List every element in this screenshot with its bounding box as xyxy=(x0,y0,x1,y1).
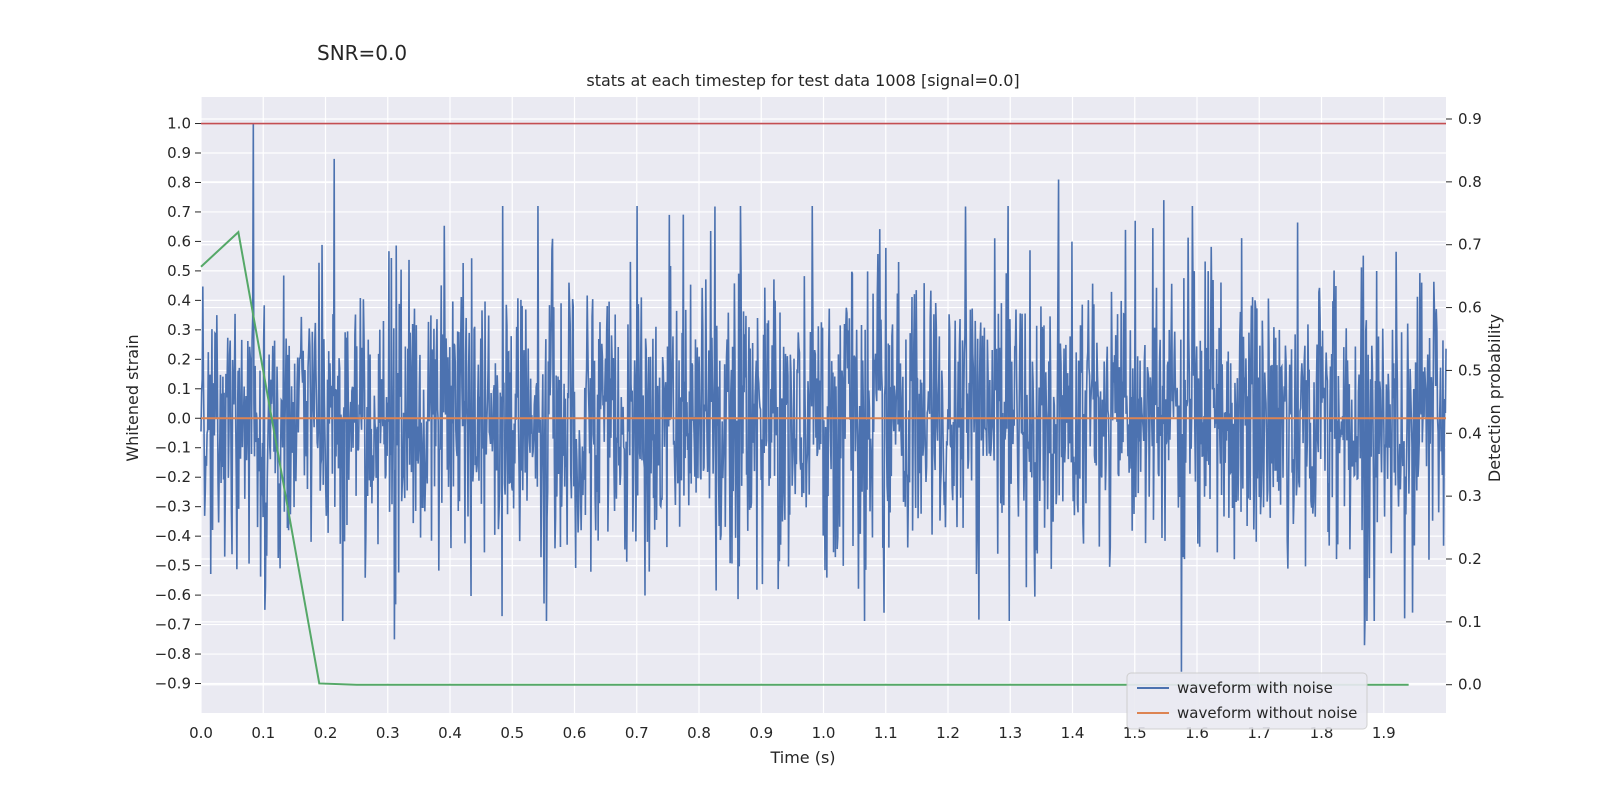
y-tick-label: 0.0 xyxy=(167,409,191,427)
legend-entry-label: waveform with noise xyxy=(1177,679,1333,697)
x-tick-label: 1.0 xyxy=(812,724,836,742)
y-right-tick-label: 0.1 xyxy=(1458,613,1482,631)
legend: waveform with noise waveform without nois… xyxy=(1126,672,1368,730)
x-tick-label: 1.1 xyxy=(874,724,898,742)
x-tick-label: 0.3 xyxy=(376,724,400,742)
y-right-tick-label: 0.0 xyxy=(1458,676,1482,694)
y-right-tick-label: 0.9 xyxy=(1458,110,1482,128)
x-tick-label: 0.4 xyxy=(438,724,462,742)
y-tick-label: −0.5 xyxy=(155,557,191,575)
x-tick-label: 1.4 xyxy=(1061,724,1085,742)
y-tick-label: 0.5 xyxy=(167,262,191,280)
y-right-tick-label: 0.4 xyxy=(1458,424,1482,442)
y-tick-label: 1.0 xyxy=(167,115,191,133)
x-axis-label: Time (s) xyxy=(769,748,835,767)
y-tick-label: 0.7 xyxy=(167,203,191,221)
x-tick-label: 0.7 xyxy=(625,724,649,742)
y-tick-label: −0.4 xyxy=(155,527,191,545)
x-tick-label: 1.9 xyxy=(1372,724,1396,742)
waveform-with-noise-line xyxy=(200,123,1447,672)
series-layer xyxy=(200,122,1447,686)
grid xyxy=(200,97,1446,713)
y-tick-label: −0.9 xyxy=(155,675,191,693)
y-tick-label: 0.4 xyxy=(167,291,191,309)
x-tick-label: 0.5 xyxy=(500,724,524,742)
y-right-tick-label: 0.8 xyxy=(1458,173,1482,191)
y-axis-right-label: Detection probability xyxy=(1485,314,1504,482)
x-tick-label: 0.8 xyxy=(687,724,711,742)
chart-title: stats at each timestep for test data 100… xyxy=(586,71,1019,90)
detection-probability-line xyxy=(200,230,1409,686)
y-tick-label: −0.2 xyxy=(155,468,191,486)
tick-labels: 0.0 0.1 0.2 0.3 0.4 0.5 0.6 0.7 0.8 0.9 1.0 1.1 1.2 1… xyxy=(155,110,1482,742)
y-right-tick-label: 0.3 xyxy=(1458,487,1482,505)
x-tick-label: 0.1 xyxy=(251,724,275,742)
legend-entry-label: waveform without noise xyxy=(1177,704,1357,722)
x-tick-label: 0.2 xyxy=(314,724,338,742)
x-tick-label: 0.6 xyxy=(563,724,587,742)
y-tick-label: −0.3 xyxy=(155,498,191,516)
y-tick-label: 0.6 xyxy=(167,232,191,250)
y-right-tick-label: 0.2 xyxy=(1458,550,1482,568)
y-tick-label: −0.1 xyxy=(155,439,191,457)
x-tick-label: 0.0 xyxy=(189,724,213,742)
snr-title: SNR=0.0 xyxy=(317,41,407,65)
y-right-tick-label: 0.6 xyxy=(1458,299,1482,317)
x-tick-label: 1.2 xyxy=(936,724,960,742)
y-right-tick-label: 0.7 xyxy=(1458,236,1482,254)
y-tick-label: 0.3 xyxy=(167,321,191,339)
y-tick-label: −0.8 xyxy=(155,645,191,663)
x-tick-label: 0.9 xyxy=(749,724,773,742)
y-tick-label: 0.8 xyxy=(167,173,191,191)
y-axis-label: Whitened strain xyxy=(123,334,142,461)
y-tick-label: 0.1 xyxy=(167,380,191,398)
x-tick-label: 1.3 xyxy=(998,724,1022,742)
legend-box xyxy=(1126,672,1368,730)
y-tick-label: −0.6 xyxy=(155,586,191,604)
y-right-tick-label: 0.5 xyxy=(1458,361,1482,379)
y-tick-label: −0.7 xyxy=(155,616,191,634)
y-tick-label: 0.2 xyxy=(167,350,191,368)
y-tick-label: 0.9 xyxy=(167,144,191,162)
